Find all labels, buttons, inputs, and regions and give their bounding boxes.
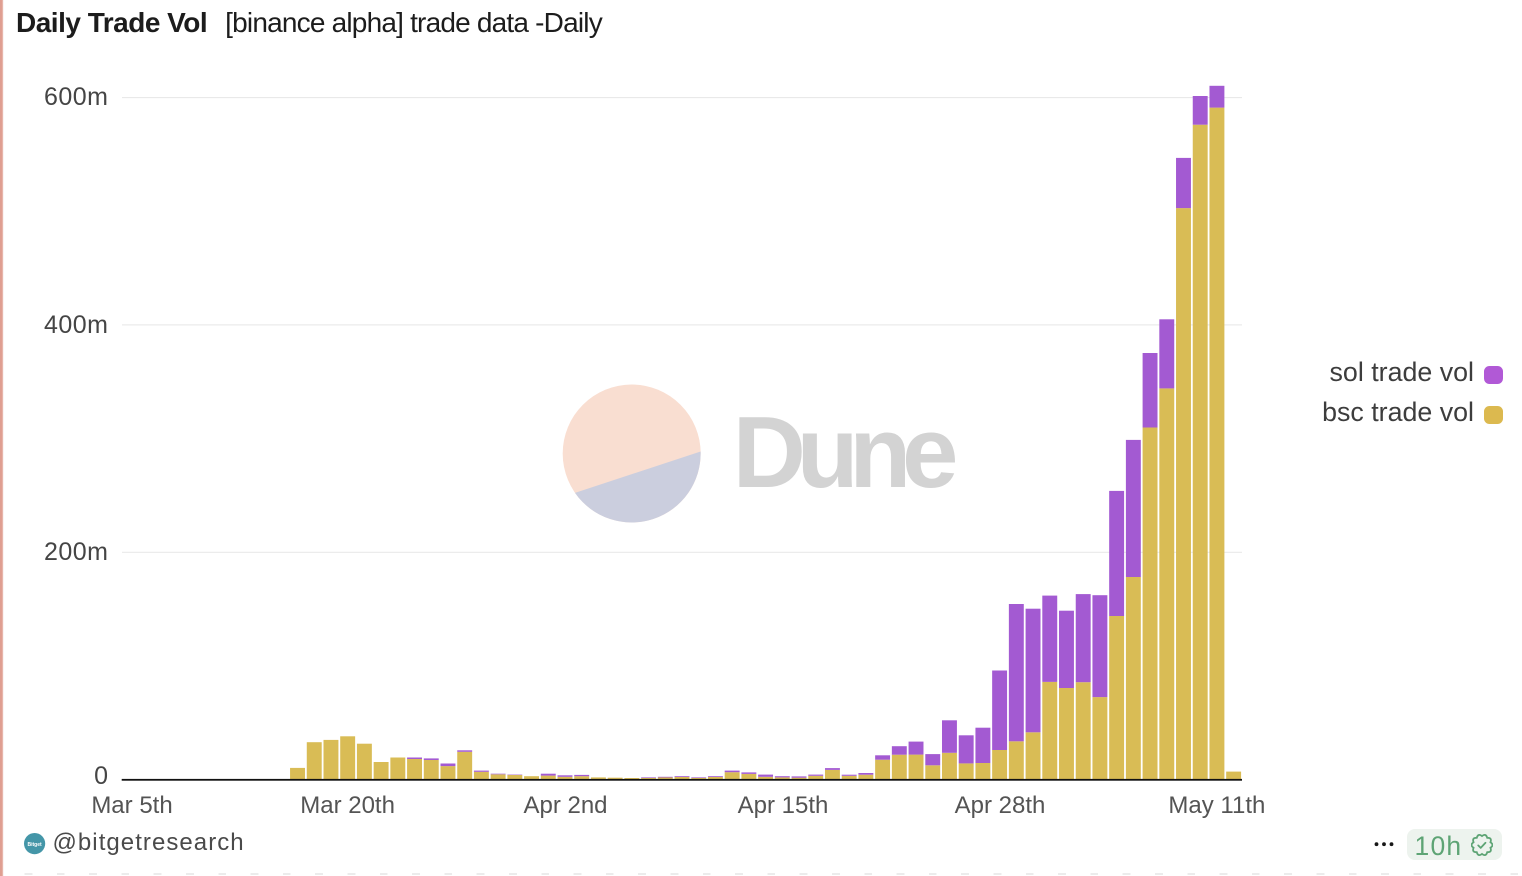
svg-text:Bitget: Bitget <box>28 842 42 848</box>
svg-text:Dune: Dune <box>733 395 955 509</box>
